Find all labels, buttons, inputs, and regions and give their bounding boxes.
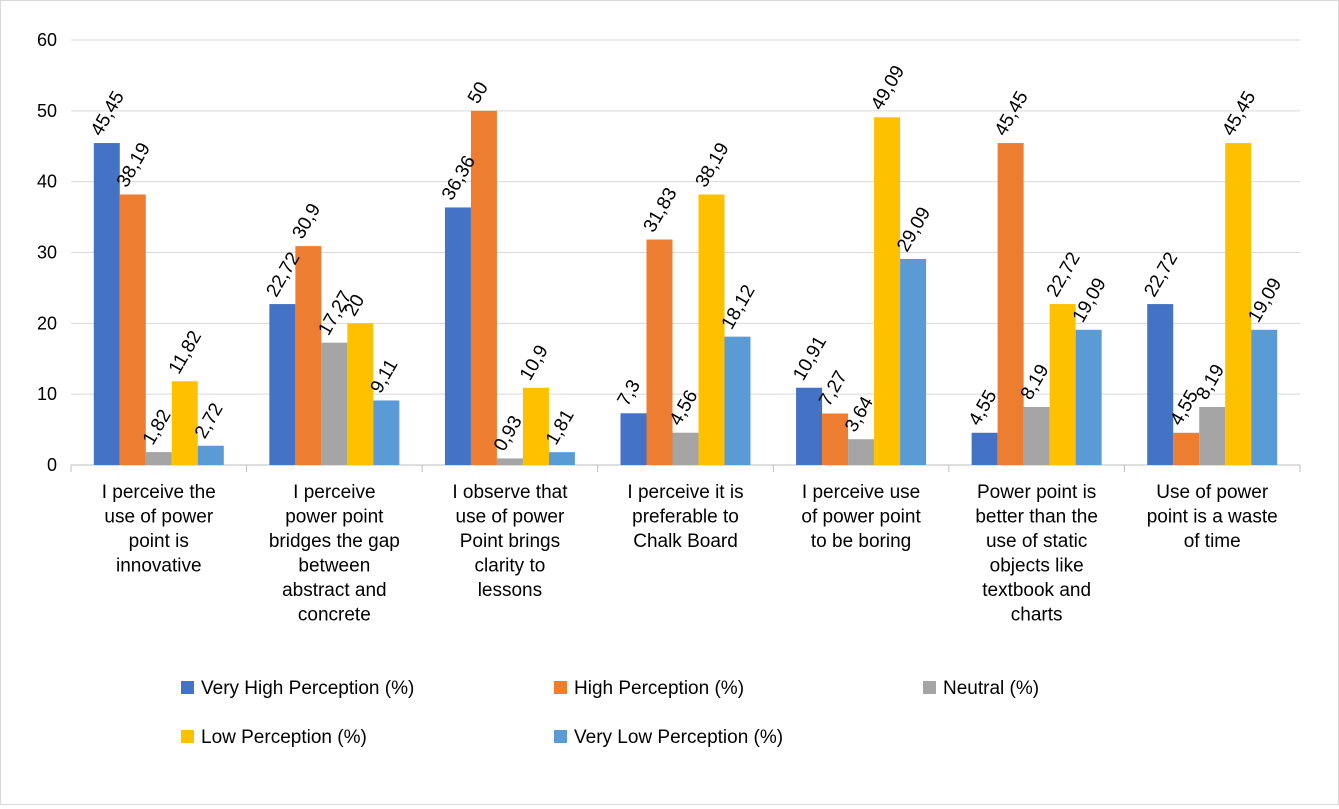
bar	[997, 143, 1024, 465]
y-tick-label: 60	[37, 30, 57, 50]
bar	[373, 400, 400, 465]
data-label: 31,83	[640, 184, 682, 236]
category-label: I perceive use of power point to be boring	[801, 482, 921, 552]
bar	[522, 387, 549, 465]
bar	[848, 439, 875, 465]
bar	[119, 194, 146, 466]
data-label: 38,19	[692, 139, 734, 191]
legend-swatch	[554, 730, 567, 743]
bar	[444, 207, 471, 465]
bar	[698, 194, 725, 466]
bar	[822, 413, 849, 465]
bar	[724, 336, 751, 465]
data-label: 49,09	[867, 62, 909, 114]
legend: Very High Perception (%) High Perception …	[181, 678, 1039, 748]
legend-label: High Perception (%)	[574, 678, 744, 699]
bar	[874, 117, 901, 465]
legend-label: Neutral (%)	[943, 678, 1039, 699]
bar	[1075, 329, 1102, 465]
data-labels: 45,4522,7236,367,310,914,5522,7238,1930,…	[87, 62, 1286, 455]
category-label: Power point is better than the use of stat…	[975, 482, 1098, 626]
bar	[1049, 304, 1076, 465]
data-label: 4,55	[965, 387, 1002, 430]
y-tick-label: 0	[47, 455, 57, 475]
data-label: 7,3	[614, 376, 645, 409]
data-label: 45,45	[991, 88, 1033, 140]
bar	[900, 258, 927, 465]
bar	[796, 387, 823, 465]
data-label: 19,09	[1069, 275, 1111, 327]
legend-swatch	[181, 681, 194, 694]
legend-label: Very High Perception (%)	[201, 678, 414, 699]
category-label: I observe that use of power Point brings cl…	[452, 482, 568, 601]
data-label: 30,9	[289, 200, 326, 243]
y-tick-label: 10	[37, 384, 57, 404]
y-axis: 0 10 20 30 40 50 60	[37, 30, 57, 475]
bar	[295, 246, 322, 465]
bar	[1251, 329, 1278, 465]
legend-item: Low Perception (%)	[181, 727, 367, 748]
legend-label: Very Low Perception (%)	[574, 727, 783, 748]
data-label: 45,45	[87, 88, 129, 140]
legend-swatch	[554, 681, 567, 694]
y-tick-label: 30	[37, 243, 57, 263]
y-tick-label: 20	[37, 313, 57, 333]
data-label: 50	[464, 79, 493, 108]
bar	[93, 143, 120, 465]
data-label: 11,82	[165, 327, 206, 377]
bar	[321, 342, 348, 465]
bar	[496, 458, 523, 465]
bar	[620, 413, 647, 465]
legend-swatch	[923, 681, 936, 694]
bars	[93, 110, 1278, 466]
data-label: 10,91	[789, 333, 831, 385]
category-label: I perceive the use of power point is innova…	[102, 482, 216, 577]
data-label: 8,19	[1192, 361, 1229, 404]
bar	[646, 239, 673, 465]
legend-item: Very High Perception (%)	[181, 678, 414, 699]
data-label: 22,72	[1043, 249, 1085, 301]
bar	[171, 381, 198, 465]
legend-swatch	[181, 730, 194, 743]
bar	[470, 110, 497, 465]
category-label: I perceive it is preferable to Chalk Board	[627, 482, 743, 552]
bar	[1147, 304, 1174, 465]
bar	[971, 432, 998, 465]
x-axis-categories: I perceive the use of power point is innova…	[102, 482, 1278, 626]
legend-item: Neutral (%)	[923, 678, 1039, 699]
y-tick-label: 40	[37, 172, 57, 192]
data-label: 7,27	[815, 367, 852, 410]
data-label: 3,64	[841, 393, 878, 436]
bar	[197, 445, 224, 465]
legend-label: Low Perception (%)	[201, 727, 367, 748]
bar	[1199, 406, 1226, 465]
bar	[1173, 432, 1200, 465]
category-label: Use of power point is a waste of time	[1147, 482, 1278, 552]
data-label: 22,72	[1140, 249, 1182, 301]
bar	[347, 323, 374, 465]
bar	[269, 304, 296, 465]
category-label: I perceive power point bridges the gap betw…	[269, 482, 400, 626]
legend-item: High Perception (%)	[554, 678, 744, 699]
legend-item: Very Low Perception (%)	[554, 727, 783, 748]
bar	[145, 452, 172, 465]
bar	[1023, 406, 1050, 465]
y-tick-label: 50	[37, 101, 57, 121]
bar	[672, 432, 699, 465]
bar	[548, 452, 575, 465]
bar	[1225, 143, 1252, 465]
data-label: 45,45	[1218, 88, 1260, 140]
data-label: 10,9	[516, 342, 553, 385]
